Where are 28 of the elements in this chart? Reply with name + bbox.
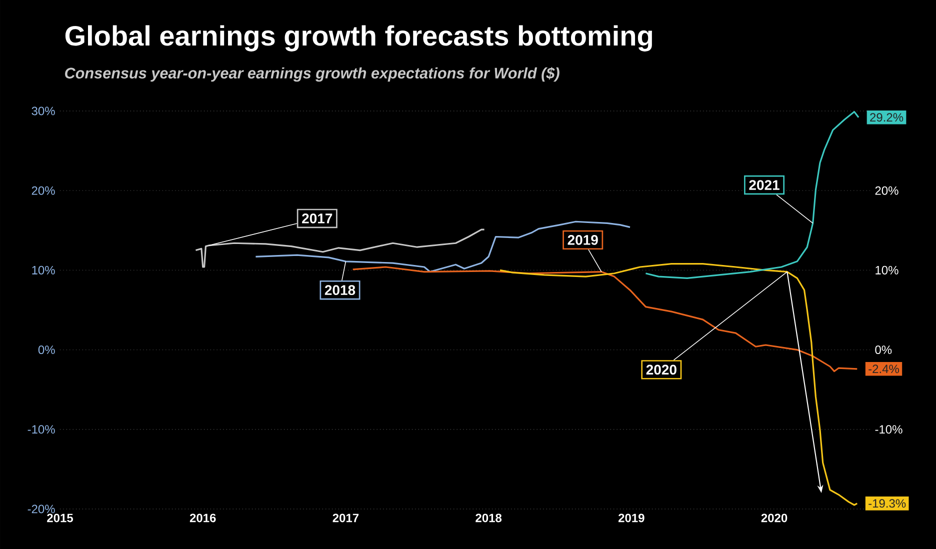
series-label: 2018	[324, 285, 356, 296]
y-tick-label: 0%	[38, 346, 55, 354]
chart-subtitle: Consensus year-on-year earnings growth expectations for World ($)	[65, 67, 560, 82]
line-series	[194, 228, 486, 268]
chart-title: Global earnings growth forecasts bottoming	[65, 25, 652, 52]
data-label: 29.2%	[870, 113, 904, 122]
y-tick-label: 10%	[32, 266, 55, 274]
x-tick-label: 2015	[47, 514, 74, 522]
y-tick-label: -20%	[28, 504, 55, 514]
data-label: -19.3%	[868, 499, 906, 508]
x-tick-label: 2018	[476, 514, 502, 522]
text: 2020	[646, 364, 676, 375]
y-tick-label: 30%	[32, 106, 55, 116]
x-tick-label: 2020	[761, 514, 788, 522]
x-tick-label: 2017	[332, 514, 359, 522]
line-series	[499, 263, 858, 506]
series-label: 2017	[302, 214, 332, 224]
series-label: 2019	[568, 234, 598, 245]
x-tick-label: 2019	[618, 514, 644, 522]
x-tick-label: 2016	[190, 514, 216, 522]
text: 2021	[749, 180, 780, 190]
y2-tick-label: 10%	[876, 266, 898, 274]
y2-tick-label: 20%	[875, 186, 898, 195]
y-tick-label: -10%	[28, 425, 55, 434]
data-label: -2.4%	[868, 364, 899, 374]
y2-tick-label: 0%	[875, 346, 892, 354]
y-tick-label: 20%	[32, 186, 55, 195]
y2-tick-label: -10%	[875, 425, 902, 434]
